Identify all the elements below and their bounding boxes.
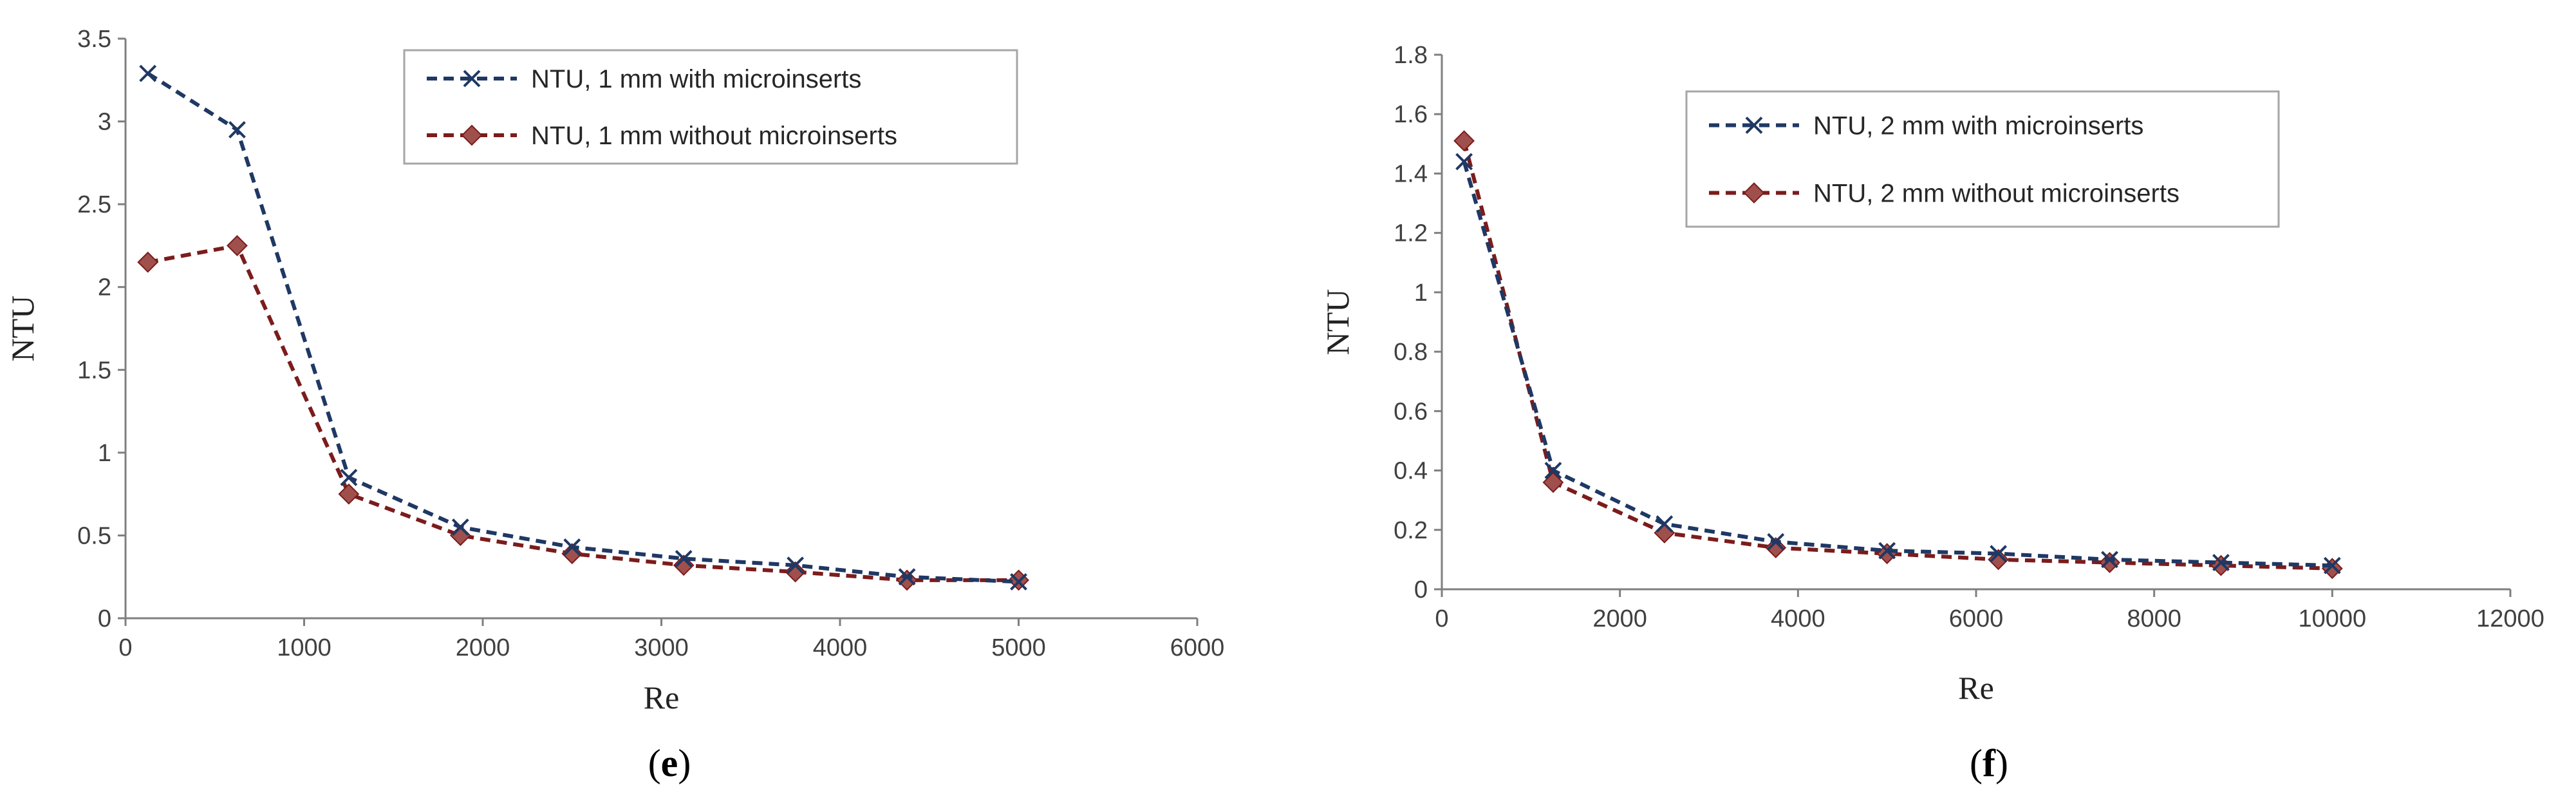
y-tick-label: 1.8	[1394, 42, 1428, 69]
marker-diamond	[338, 483, 360, 505]
x-tick-label: 12000	[2476, 605, 2544, 632]
marker-x	[1990, 545, 2007, 563]
x-tick-label: 5000	[991, 634, 1046, 661]
legend-entry: NTU, 2 mm without microinserts	[1813, 180, 2179, 208]
marker-diamond	[1542, 471, 1564, 493]
marker-diamond	[2210, 554, 2232, 576]
marker-x	[1745, 117, 1763, 134]
marker-x	[787, 556, 805, 574]
y-tick-label: 1	[98, 440, 111, 467]
legend-box	[1685, 90, 2280, 228]
x-tick-label: 1000	[277, 634, 331, 661]
x-axis-title: Re	[644, 679, 680, 715]
x-tick-label: 4000	[813, 634, 868, 661]
x-tick-label: 0	[1435, 605, 1448, 632]
x-tick-label: 4000	[1771, 605, 1825, 632]
panel-label: (e)	[648, 742, 691, 784]
marker-diamond	[1453, 130, 1475, 152]
marker-diamond	[1876, 543, 1898, 565]
chart-panel-e: 0 0.5 1 1.5 2 2.5 3 3.5 0 1000 2000 3000 4000 5000 600…	[5, 26, 1224, 784]
legend-box	[403, 49, 1018, 165]
x-axis-title: Re	[1958, 670, 1994, 706]
x-tick-label: 6000	[1170, 634, 1225, 661]
marker-x	[898, 568, 916, 586]
marker-x	[563, 538, 581, 556]
marker-diamond	[1654, 522, 1675, 544]
y-tick-label: 0.8	[1394, 339, 1428, 366]
marker-x	[229, 121, 246, 138]
x-tick-label: 8000	[2127, 605, 2181, 632]
legend-entry: NTU, 2 mm with microinserts	[1813, 112, 2143, 140]
marker-diamond	[227, 235, 248, 256]
y-axis-title: NTU	[5, 296, 41, 362]
series-x	[1455, 153, 2341, 574]
y-tick-label: 0	[1414, 576, 1428, 603]
marker-x	[139, 64, 157, 82]
y-tick-label: 2	[98, 274, 111, 301]
x-tick-label: 6000	[1949, 605, 2004, 632]
y-tick-label: 0	[98, 605, 111, 632]
y-tick-label: 2.5	[77, 191, 111, 218]
x-tick-label: 2000	[456, 634, 510, 661]
marker-x	[2212, 554, 2230, 571]
legend-entry: NTU, 1 mm without microinserts	[531, 122, 897, 150]
marker-diamond	[785, 561, 807, 583]
marker-diamond	[896, 569, 918, 591]
y-tick-label: 0.2	[1394, 517, 1428, 544]
legend: NTU, 1 mm with microinserts NTU, 1 mm wit…	[403, 49, 1018, 165]
y-tick-label: 1.2	[1394, 220, 1428, 247]
y-tick-label: 1	[1414, 280, 1428, 307]
y-tick-label: 0.6	[1394, 398, 1428, 425]
marker-diamond	[461, 124, 483, 146]
series-x	[139, 64, 1027, 591]
marker-x	[1455, 153, 1473, 171]
marker-x	[675, 550, 693, 567]
series-line	[147, 243, 1019, 582]
marker-x	[2323, 556, 2341, 574]
chart-panel-f: 0 0.2 0.4 0.6 0.8 1 1.2 1.4 1.6 1.8 0 2000 4000 6000 8…	[1320, 42, 2544, 784]
marker-x	[1878, 542, 1896, 560]
x-tick-label: 10000	[2298, 605, 2366, 632]
y-tick-label: 0.4	[1394, 458, 1428, 485]
marker-x	[463, 70, 481, 88]
marker-diamond	[2099, 552, 2120, 573]
marker-x	[1010, 573, 1027, 591]
y-tick-label: 3	[98, 109, 111, 136]
y-axis-title: NTU	[1320, 289, 1356, 355]
panel-label: (f)	[1970, 742, 2008, 784]
marker-x	[451, 518, 469, 536]
x-tick-label: 3000	[634, 634, 689, 661]
marker-x	[1544, 462, 1562, 479]
y-tick-label: 1.5	[77, 357, 111, 384]
series-diamond	[137, 235, 1029, 591]
marker-diamond	[2321, 558, 2343, 580]
marker-x	[1656, 515, 1674, 533]
marker-x	[340, 469, 358, 486]
x-tick-label: 2000	[1592, 605, 1647, 632]
marker-diamond	[137, 251, 159, 273]
series-line	[1462, 140, 2333, 571]
y-tick-label: 3.5	[77, 26, 111, 53]
y-tick-label: 1.4	[1394, 160, 1428, 187]
marker-diamond	[1743, 182, 1765, 204]
x-tick-label: 0	[118, 634, 132, 661]
y-tick-label: 0.5	[77, 522, 111, 549]
legend-entry: NTU, 1 mm with microinserts	[531, 65, 861, 93]
marker-x	[2101, 551, 2118, 569]
marker-x	[1767, 533, 1785, 551]
y-tick-label: 1.6	[1394, 101, 1428, 128]
legend: NTU, 2 mm with microinserts NTU, 2 mm wit…	[1685, 90, 2280, 228]
